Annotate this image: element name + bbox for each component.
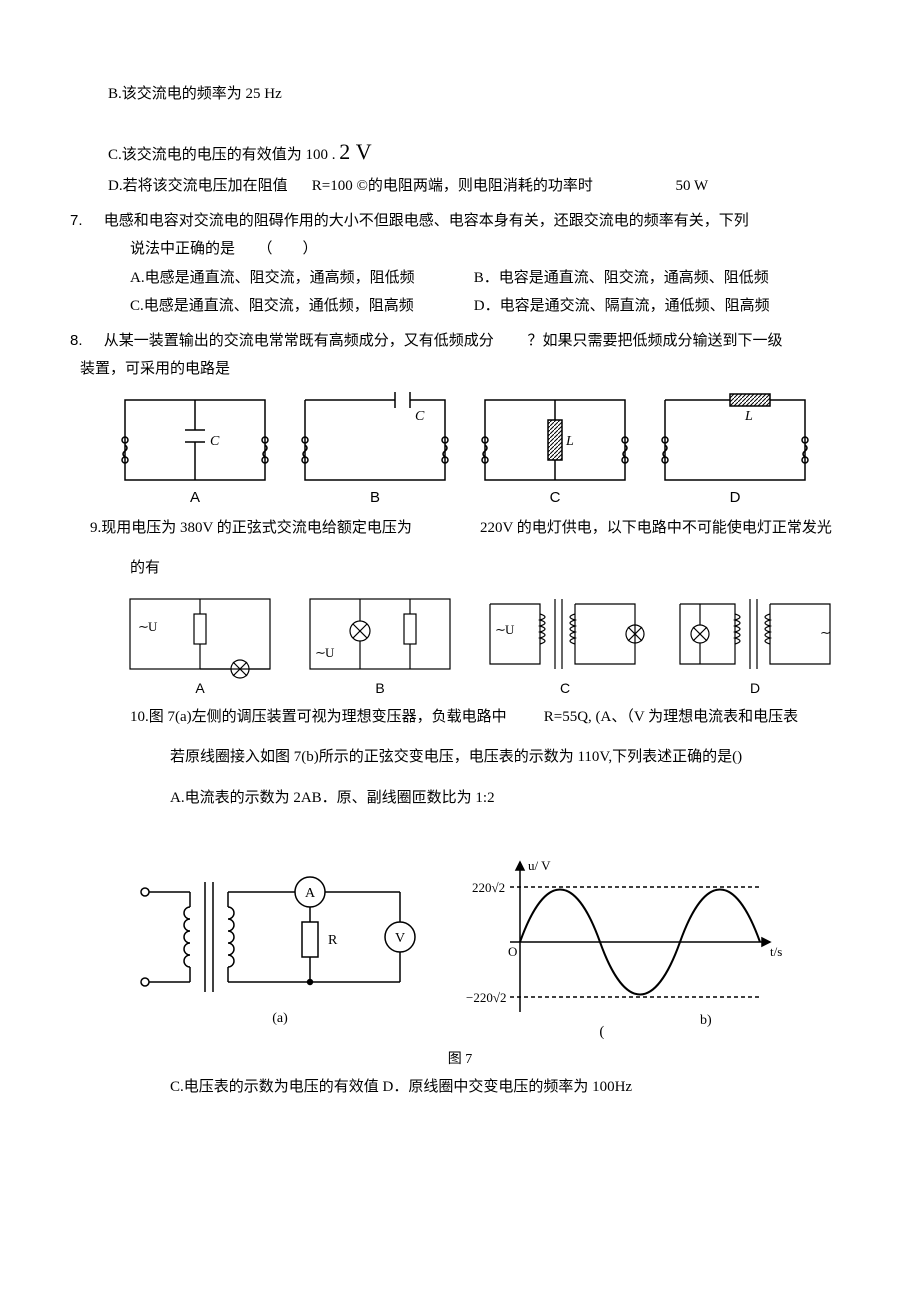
opt-b: B.该交流电的频率为 25 Hz bbox=[108, 80, 850, 109]
q8-l1b: ？如果只需要把低频成分输送到下一级 bbox=[528, 333, 783, 349]
q9: 9.现用电压为 380V 的正弦式交流电给额定电压为 220V 的电灯供电，以下… bbox=[70, 514, 850, 543]
q8: 8. 从某一装置输出的交流电常常既有高频成分，又有低频成分 ？如果只需要把低频成… bbox=[70, 327, 850, 356]
q8d-l-label: L bbox=[744, 409, 753, 424]
sine-yt-neg: −220√2 bbox=[466, 990, 506, 1005]
q10a-R: R bbox=[328, 933, 338, 948]
q7-opts1: A.电感是通直流、阻交流，通高频，阻低频 B．电容是通直流、阻交流，通高频、阻低… bbox=[130, 264, 850, 293]
q8-figs: C A C B bbox=[110, 390, 850, 510]
q7-l1: 电感和电容对交流电的阻碍作用的大小不但跟电感、电容本身有关，还跟交流电的频率有关… bbox=[104, 213, 749, 229]
q7: 7. 电感和电容对交流电的阻碍作用的大小不但跟电感、电容本身有关，还跟交流电的频… bbox=[70, 207, 850, 236]
q7-d: D．电容是通交流、隔直流，通低频、阻高频 bbox=[474, 292, 814, 321]
q7-num: 7. bbox=[70, 207, 100, 236]
q10b-cap: b) bbox=[700, 1013, 712, 1028]
q10-figs: A V R (a) u/ V 220√2 −220√2 O t/s b) bbox=[70, 852, 850, 1032]
opt-c-pre: C.该交流电的电压的有效值为 100 . bbox=[108, 147, 336, 163]
q7-b: B．电容是通直流、阻交流，通高频、阻低频 bbox=[474, 264, 814, 293]
q9-fig-d: ∼ D bbox=[670, 589, 840, 699]
opt-d-end: 50 W bbox=[676, 178, 709, 194]
q8a-label: A bbox=[190, 489, 200, 506]
opt-d: D.若将该交流电压加在阻值 R=100 ©的电阻两端，则电阻消耗的功率时 50 … bbox=[108, 172, 850, 201]
q10-a: A.电流表的示数为 2AB．原、副线圈匝数比为 1:2 bbox=[170, 784, 850, 813]
sine-ylabel: u/ V bbox=[528, 858, 551, 873]
q9d-label: D bbox=[750, 680, 760, 696]
q9c-label: C bbox=[560, 680, 570, 696]
sine-xlabel: t/s bbox=[770, 944, 782, 959]
q9-l1b: 220V 的电灯供电，以下电路中不可能使电灯正常发光 bbox=[480, 514, 850, 543]
q9b-label: B bbox=[375, 680, 384, 696]
q9-l1a: 9.现用电压为 380V 的正弦式交流电给额定电压为 bbox=[90, 514, 480, 543]
q8-fig-d: L D bbox=[650, 390, 820, 510]
q8c-label: C bbox=[550, 489, 561, 506]
q10-fig-b: u/ V 220√2 −220√2 O t/s b) bbox=[460, 852, 790, 1032]
q10a-A: A bbox=[305, 886, 316, 901]
q10-caption: 图 7 bbox=[70, 1047, 850, 1074]
opt-d-mid: R=100 ©的电阻两端，则电阻消耗的功率时 bbox=[312, 172, 672, 201]
q9a-u: U bbox=[148, 619, 158, 634]
opt-d-pre: D.若将该交流电压加在阻值 bbox=[108, 172, 308, 201]
q7-l2: 说法中正确的是 （ ） bbox=[130, 235, 850, 264]
q9-fig-c: ∼ U C bbox=[480, 589, 650, 699]
q7-a: A.电感是通直流、阻交流，通高频，阻低频 bbox=[130, 264, 470, 293]
q10-l1b: R=55Q, (A、（V 为理想电流表和电压表 bbox=[544, 709, 798, 725]
q8c-l-label: L bbox=[565, 434, 574, 449]
q7-opts2: C.电感是通直流、阻交流，通低频，阻高频 D．电容是通交流、隔直流，通低频、阻高… bbox=[130, 292, 850, 321]
opt-c-big: 2 V bbox=[339, 139, 371, 164]
sine-yt-pos: 220√2 bbox=[472, 880, 505, 895]
q10: 10.图 7(a)左侧的调压装置可视为理想变压器，负载电路中 R=55Q, (A… bbox=[130, 703, 850, 732]
q7-c: C.电感是通直流、阻交流，通低频，阻高频 bbox=[130, 292, 470, 321]
svg-text:∼: ∼ bbox=[820, 625, 831, 640]
q10-fig-a: A V R (a) bbox=[130, 862, 430, 1032]
opt-c: C.该交流电的电压的有效值为 100 . 2 V bbox=[108, 131, 850, 173]
q8d-label: D bbox=[730, 489, 741, 506]
q8-fig-c: L C bbox=[470, 390, 640, 510]
q10a-cap: (a) bbox=[272, 1011, 288, 1026]
q9c-u: U bbox=[505, 622, 515, 637]
q8-fig-a: C A bbox=[110, 390, 280, 510]
q9-figs: ∼ U A ∼ U B bbox=[120, 589, 850, 699]
q10-cd: C.电压表的示数为电压的有效值 D．原线圈中交变电压的频率为 100Hz bbox=[170, 1073, 850, 1102]
q8-l2: 装置，可采用的电路是 bbox=[80, 355, 850, 384]
q9-fig-a: ∼ U A bbox=[120, 589, 280, 699]
q8b-label: B bbox=[370, 489, 380, 506]
q10-l2: 若原线圈接入如图 7(b)所示的正弦交变电压，电压表的示数为 110V,下列表述… bbox=[170, 743, 850, 772]
q8-num: 8. bbox=[70, 327, 100, 356]
q8-fig-b: C B bbox=[290, 390, 460, 510]
q9b-u: U bbox=[325, 645, 335, 660]
q9-fig-b: ∼ U B bbox=[300, 589, 460, 699]
q8b-c-label: C bbox=[415, 409, 425, 424]
q9a-label: A bbox=[195, 680, 205, 696]
q10a-V: V bbox=[395, 931, 405, 946]
q8-l1a: 从某一装置输出的交流电常常既有高频成分，又有低频成分 bbox=[104, 327, 524, 356]
q10-l1a: 10.图 7(a)左侧的调压装置可视为理想变压器，负载电路中 bbox=[130, 703, 540, 732]
q10-paren-char: ( bbox=[599, 1024, 604, 1040]
svg-text:O: O bbox=[508, 944, 517, 959]
q9-l2: 的有 bbox=[130, 554, 850, 583]
q8a-c-label: C bbox=[210, 434, 220, 449]
